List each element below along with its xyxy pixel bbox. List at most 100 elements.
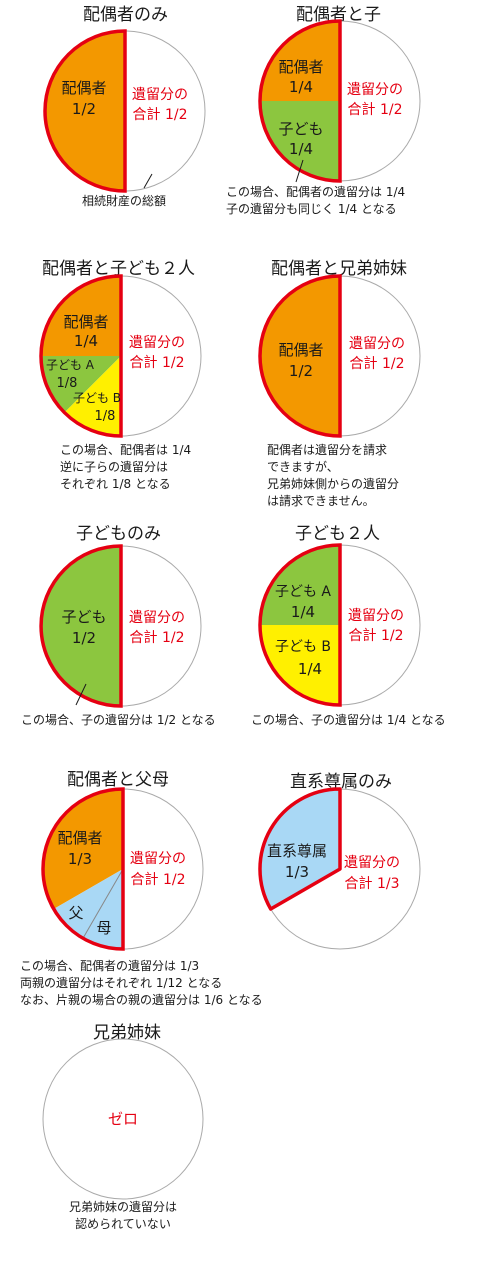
slice-child-b [260, 625, 340, 705]
slice-value-child: 1/4 [289, 140, 313, 158]
reserve-outline [258, 19, 342, 183]
slice-child [260, 101, 340, 181]
note-line: 子の遺留分も同じく 1/4 となる [226, 202, 397, 216]
slice-label-child-a: 子ども A [46, 358, 95, 372]
reserve-outline [258, 543, 342, 707]
slice-label-father: 父 [68, 904, 83, 922]
slice-label-child: 子ども [278, 120, 323, 138]
slice-label-spouse: 配偶者 [63, 313, 108, 331]
panel-title-spouse-child: 配偶者と子 [296, 5, 381, 25]
note-line: この場合、配偶者の遺留分は 1/3 [20, 959, 200, 973]
panel-title-spouse-only: 配偶者のみ [83, 5, 168, 25]
reserve-label-line1: 遺留分の [344, 855, 400, 871]
note-two-children: この場合、子の遺留分は 1/4 となる [251, 712, 446, 729]
slice-child [41, 546, 121, 706]
note-line: 兄弟姉妹側からの遺留分 [267, 477, 400, 491]
note-line: できますが、 [267, 460, 339, 474]
reserve-label-line2: 合計 1/2 [350, 356, 405, 372]
slice-value-spouse: 1/3 [68, 850, 92, 868]
reserve-label-line2: 合計 1/2 [349, 628, 404, 644]
pie-ascendants-only: 直系尊属 1/3 遺留分の 合計 1/3 [258, 787, 421, 950]
slice-value-child-a: 1/4 [291, 603, 315, 621]
panel-title-spouse-two-children: 配偶者と子ども２人 [42, 259, 195, 279]
slice-value-child-b: 1/8 [95, 409, 116, 424]
note-line: それぞれ 1/8 となる [60, 477, 171, 491]
note-spouse-parents: この場合、配偶者の遺留分は 1/3 両親の遺留分はそれぞれ 1/12 となる な… [20, 958, 263, 1009]
slice-spouse [260, 276, 340, 436]
pie-two-children: 子ども A 1/4 子ども B 1/4 遺留分の 合計 1/2 [258, 543, 421, 707]
slice-father [53, 869, 124, 939]
note-spouse-only: 相続財産の総額 [82, 193, 166, 210]
note-line: 兄弟姉妹の遺留分は [68, 1200, 177, 1214]
pointer-line [295, 159, 304, 183]
pie-children-only: 子ども 1/2 遺留分の 合計 1/2 [39, 544, 202, 708]
reserve-label-line1: 遺留分の [132, 87, 188, 103]
panel-title-two-children: 子ども２人 [295, 524, 380, 544]
pie-siblings: ゼロ [42, 1038, 204, 1200]
note-line: 両親の遺留分はそれぞれ 1/12 となる [20, 976, 223, 990]
note-spouse-two-children: この場合、配偶者は 1/4 逆に子らの遺留分は それぞれ 1/8 となる [60, 442, 191, 493]
slice-label-mother: 母 [96, 919, 111, 937]
slice-label-spouse: 配偶者 [278, 58, 323, 76]
slice-value-spouse: 1/4 [289, 78, 313, 96]
reserve-label-line2: 合計 1/2 [131, 872, 186, 888]
note-line: この場合、配偶者は 1/4 [60, 443, 192, 457]
note-line: この場合、子の遺留分は 1/2 となる [21, 713, 216, 727]
reserve-label-line1: 遺留分の [129, 335, 185, 351]
slice-label-child-a: 子ども A [275, 584, 331, 600]
reserve-outline [258, 274, 342, 438]
slice-label-child-b: 子ども B [73, 391, 121, 405]
zero-label: ゼロ [108, 1110, 138, 1128]
reserve-outline [39, 544, 123, 708]
slice-value-child: 1/2 [72, 629, 96, 647]
slice-value-child-b: 1/4 [298, 660, 322, 678]
reserve-outline [41, 787, 125, 951]
pie-spouse-two-children: 配偶者 1/4 子ども A 1/8 子ども B 1/8 遺留分の 合計 1/2 [39, 274, 202, 438]
note-siblings: 兄弟姉妹の遺留分は 認められていない [63, 1199, 183, 1233]
note-spouse-siblings: 配偶者は遺留分を請求 できますが、 兄弟姉妹側からの遺留分 は請求できません。 [267, 442, 399, 510]
slice-child-a [40, 356, 122, 413]
slice-spouse [45, 31, 125, 191]
note-children-only: この場合、子の遺留分は 1/2 となる [21, 712, 216, 729]
slice-mother [83, 869, 123, 949]
slice-label-spouse: 配偶者 [57, 829, 102, 847]
slice-value-child-a: 1/8 [57, 376, 78, 391]
panel-title-spouse-parents: 配偶者と父母 [67, 770, 169, 790]
note-spouse-child: この場合、配偶者の遺留分は 1/4 子の遺留分も同じく 1/4 となる [226, 184, 405, 218]
slice-value-spouse: 1/2 [289, 362, 313, 380]
reserve-label-line2: 合計 1/2 [130, 630, 185, 646]
pointer-line [75, 683, 87, 706]
pointer-line [143, 173, 153, 189]
reserve-outline [39, 274, 123, 438]
note-line: 認められていない [75, 1217, 171, 1231]
slice-spouse [42, 789, 123, 909]
note-line: 相続財産の総額 [82, 194, 167, 208]
panel-title-children-only: 子どものみ [76, 524, 161, 544]
slice-value-spouse: 1/2 [72, 100, 96, 118]
slice-label-spouse: 配偶者 [61, 79, 106, 97]
reserve-label-line1: 遺留分の [347, 82, 403, 98]
reserve-outline [43, 29, 127, 193]
reserve-label-line1: 遺留分の [349, 336, 405, 352]
note-line: なお、片親の場合の親の遺留分は 1/6 となる [20, 993, 263, 1007]
slice-label-spouse: 配偶者 [278, 341, 323, 359]
slice-child-b [64, 356, 121, 437]
slice-child-a [260, 545, 340, 625]
slice-label-child: 子ども [61, 608, 106, 626]
slice-spouse [260, 21, 340, 101]
note-line: 配偶者は遺留分を請求 [267, 443, 388, 457]
reserve-label-line1: 遺留分の [130, 851, 186, 867]
pie-spouse-child: 配偶者 1/4 子ども 1/4 遺留分の 合計 1/2 [258, 19, 421, 183]
reserve-label-line1: 遺留分の [129, 610, 185, 626]
slice-label-child-b: 子ども B [275, 639, 331, 655]
reserve-label-line2: 合計 1/2 [348, 102, 403, 118]
reserve-outline [258, 787, 342, 911]
pie-spouse-only: 配偶者 1/2 遺留分の 合計 1/2 [43, 29, 206, 193]
reserve-label-line2: 合計 1/2 [130, 355, 185, 371]
pie-spouse-siblings: 配偶者 1/2 遺留分の 合計 1/2 [258, 274, 421, 438]
slice-value-spouse: 1/4 [74, 332, 98, 350]
note-line: この場合、子の遺留分は 1/4 となる [251, 713, 446, 727]
reserve-label-line1: 遺留分の [348, 608, 404, 624]
note-line: この場合、配偶者の遺留分は 1/4 [226, 185, 406, 199]
